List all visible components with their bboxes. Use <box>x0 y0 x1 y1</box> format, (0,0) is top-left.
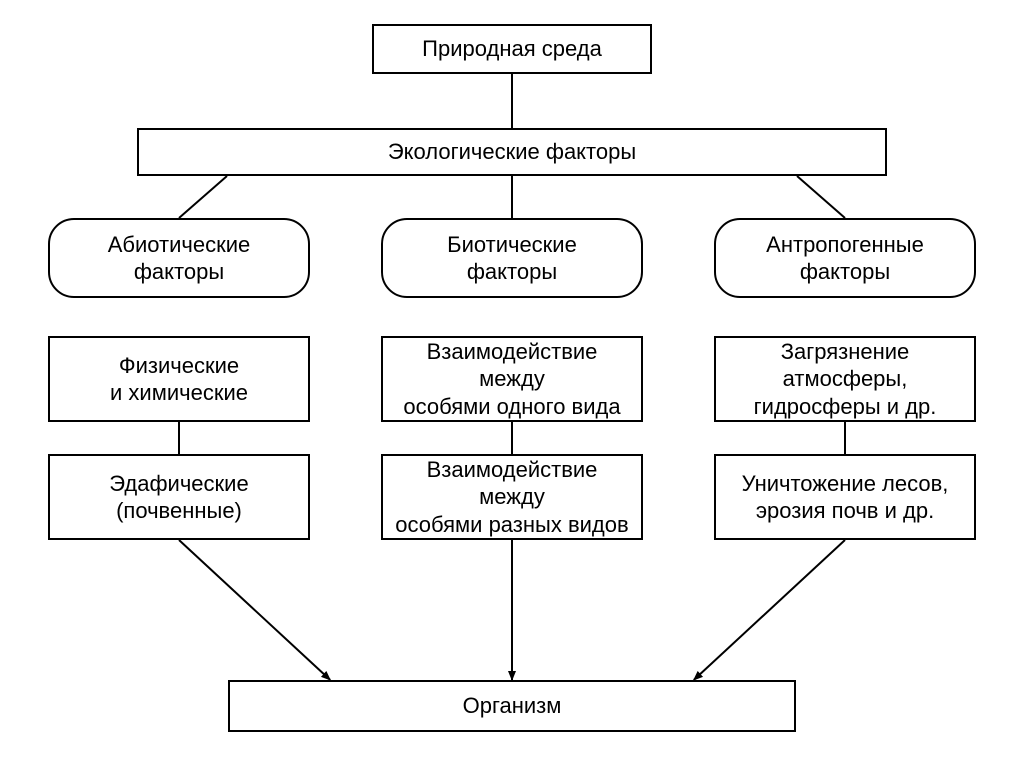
edge-level1-cat_c <box>797 176 845 218</box>
node-a1: Физическиеи химические <box>48 336 310 422</box>
node-a2: Эдафические(почвенные) <box>48 454 310 540</box>
node-level1: Экологические факторы <box>137 128 887 176</box>
edge-c2-sink <box>694 540 845 680</box>
node-root: Природная среда <box>372 24 652 74</box>
edge-a2-sink <box>179 540 330 680</box>
node-cat_b: Биотическиефакторы <box>381 218 643 298</box>
node-c2: Уничтожение лесов,эрозия почв и др. <box>714 454 976 540</box>
edge-level1-cat_a <box>179 176 227 218</box>
node-c1: Загрязнение атмосферы,гидросферы и др. <box>714 336 976 422</box>
node-sink: Организм <box>228 680 796 732</box>
node-cat_a: Абиотическиефакторы <box>48 218 310 298</box>
node-cat_c: Антропогенныефакторы <box>714 218 976 298</box>
node-b2: Взаимодействие междуособями разных видов <box>381 454 643 540</box>
node-b1: Взаимодействие междуособями одного вида <box>381 336 643 422</box>
